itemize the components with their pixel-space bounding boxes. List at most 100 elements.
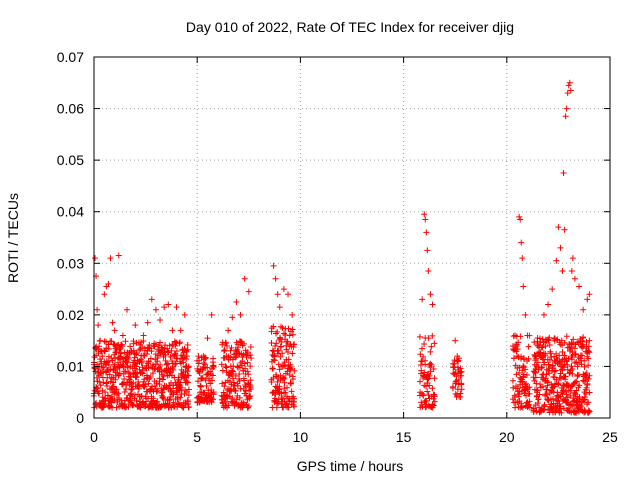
data-point bbox=[556, 358, 563, 365]
data-point bbox=[416, 333, 423, 340]
data-point bbox=[233, 353, 240, 360]
data-point bbox=[422, 216, 429, 223]
data-point bbox=[546, 342, 553, 349]
x-tick-label: 10 bbox=[293, 429, 309, 445]
y-tick-label: 0.07 bbox=[57, 49, 84, 65]
data-point bbox=[580, 334, 587, 341]
data-point bbox=[219, 367, 226, 374]
data-point bbox=[568, 268, 575, 275]
data-point bbox=[172, 360, 179, 367]
data-point bbox=[519, 255, 526, 262]
data-point bbox=[176, 340, 183, 347]
data-point bbox=[289, 311, 296, 318]
data-point bbox=[244, 359, 251, 366]
data-point bbox=[237, 311, 244, 318]
data-point bbox=[585, 407, 592, 414]
data-point bbox=[457, 393, 464, 400]
data-point bbox=[277, 353, 284, 360]
data-point bbox=[209, 372, 216, 379]
data-point bbox=[173, 304, 180, 311]
data-point bbox=[288, 388, 295, 395]
data-point bbox=[225, 327, 232, 334]
data-point bbox=[550, 400, 557, 407]
data-point bbox=[130, 401, 137, 408]
x-axis-ticks: 0 5 10 15 20 25 bbox=[90, 57, 618, 445]
data-point bbox=[121, 389, 128, 396]
data-point bbox=[429, 385, 436, 392]
data-point bbox=[273, 404, 280, 411]
data-point bbox=[170, 366, 177, 373]
data-point bbox=[585, 362, 592, 369]
data-point bbox=[162, 357, 169, 364]
data-point bbox=[534, 342, 541, 349]
data-point bbox=[554, 397, 561, 404]
data-point bbox=[567, 392, 574, 399]
data-point bbox=[124, 306, 131, 313]
y-tick-label: 0.03 bbox=[57, 255, 84, 271]
data-point bbox=[113, 386, 120, 393]
data-point bbox=[229, 314, 236, 321]
data-point bbox=[568, 363, 575, 370]
data-point bbox=[268, 378, 275, 385]
data-point bbox=[422, 357, 429, 364]
data-point bbox=[518, 400, 525, 407]
data-point bbox=[571, 351, 578, 358]
data-point bbox=[122, 338, 129, 345]
data-point bbox=[284, 368, 291, 375]
data-point bbox=[516, 369, 523, 376]
data-point bbox=[549, 286, 556, 293]
data-point bbox=[122, 404, 129, 411]
data-point bbox=[585, 348, 592, 355]
data-point bbox=[135, 391, 142, 398]
data-point bbox=[218, 361, 225, 368]
data-point bbox=[580, 377, 587, 384]
data-point bbox=[576, 283, 583, 290]
data-point bbox=[101, 400, 108, 407]
data-point bbox=[557, 244, 564, 251]
data-point bbox=[566, 348, 573, 355]
data-point bbox=[280, 286, 287, 293]
data-point bbox=[556, 374, 563, 381]
data-point bbox=[513, 371, 520, 378]
data-point bbox=[234, 346, 241, 353]
data-point bbox=[223, 342, 230, 349]
x-tick-label: 15 bbox=[396, 429, 412, 445]
data-point bbox=[278, 323, 284, 330]
data-point bbox=[559, 268, 566, 275]
data-point bbox=[113, 348, 120, 355]
data-point bbox=[210, 396, 217, 403]
data-point bbox=[559, 349, 566, 356]
data-point bbox=[420, 353, 427, 360]
data-point bbox=[586, 372, 593, 379]
data-point bbox=[136, 347, 143, 354]
data-point bbox=[243, 353, 250, 360]
data-point bbox=[169, 327, 176, 334]
data-point bbox=[208, 377, 215, 384]
data-point bbox=[525, 343, 532, 350]
data-point bbox=[269, 365, 276, 372]
data-point bbox=[531, 339, 538, 346]
data-point bbox=[184, 379, 191, 386]
data-point bbox=[234, 363, 241, 370]
data-point bbox=[240, 340, 247, 347]
x-tick-label: 20 bbox=[499, 429, 515, 445]
data-point bbox=[555, 381, 562, 388]
data-point bbox=[579, 337, 586, 344]
data-point bbox=[248, 355, 255, 362]
data-point bbox=[555, 380, 562, 387]
data-point bbox=[225, 402, 232, 409]
data-point bbox=[183, 356, 190, 363]
data-point bbox=[579, 352, 586, 359]
data-point bbox=[97, 382, 104, 389]
data-point bbox=[541, 401, 548, 408]
data-point bbox=[424, 388, 431, 395]
data-point bbox=[533, 355, 540, 362]
data-point bbox=[537, 381, 544, 388]
data-point bbox=[417, 351, 424, 358]
data-point bbox=[584, 381, 591, 388]
data-point bbox=[581, 357, 588, 364]
data-point bbox=[425, 375, 432, 382]
data-point bbox=[100, 404, 107, 411]
data-point bbox=[131, 354, 138, 361]
data-point bbox=[291, 367, 298, 374]
